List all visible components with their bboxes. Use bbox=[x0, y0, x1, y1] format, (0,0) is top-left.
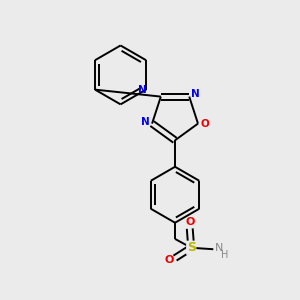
Text: N: N bbox=[191, 89, 200, 99]
Text: H: H bbox=[221, 250, 228, 260]
Text: O: O bbox=[164, 254, 174, 265]
Text: N: N bbox=[141, 117, 150, 127]
Text: O: O bbox=[201, 118, 210, 129]
Text: N: N bbox=[138, 85, 147, 94]
Text: O: O bbox=[185, 217, 194, 227]
Text: S: S bbox=[187, 241, 196, 254]
Text: N: N bbox=[214, 243, 223, 253]
